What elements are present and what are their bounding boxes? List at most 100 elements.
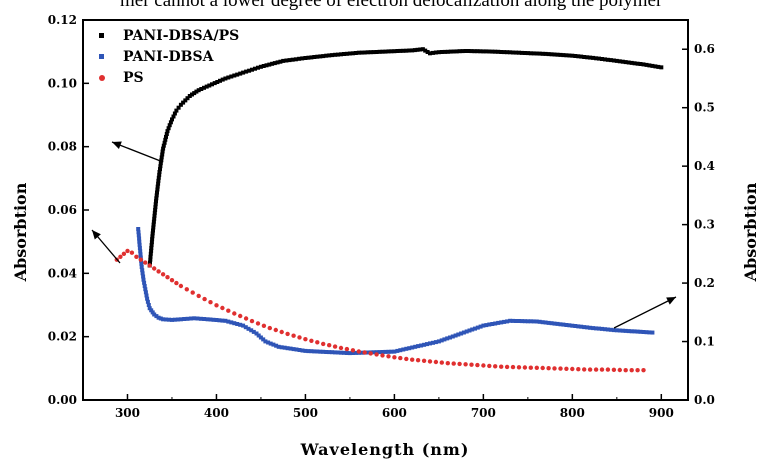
data-point [534, 319, 539, 324]
data-point [537, 51, 542, 56]
data-point [145, 296, 150, 301]
data-point [254, 331, 259, 336]
data-point [150, 234, 155, 239]
data-point [258, 335, 263, 340]
data-point [125, 248, 130, 254]
data-point [187, 94, 192, 98]
data-point [514, 50, 518, 55]
legend-label: PANI-DBSA [123, 49, 215, 65]
legend-label: PANI-DBSA/PS [123, 28, 239, 44]
data-point [220, 305, 225, 311]
data-point [555, 321, 560, 326]
data-point [508, 318, 513, 323]
data-point [597, 56, 601, 61]
y-right-axis-ticks: 0.0 0.1 0.2 0.3 0.4 0.5 0.6 [682, 42, 715, 407]
data-point [478, 324, 483, 329]
data-point [149, 243, 154, 248]
data-point [582, 55, 587, 59]
data-point [154, 199, 158, 204]
y-right-tick-label: 0.1 [694, 335, 715, 349]
data-point [176, 105, 181, 110]
data-point [517, 50, 521, 55]
data-point [534, 51, 539, 56]
data-point [309, 349, 314, 354]
data-point [528, 365, 533, 370]
data-point [442, 337, 447, 342]
data-point [377, 49, 382, 54]
x-tick-label: 300 [115, 406, 140, 420]
data-point [407, 346, 412, 351]
data-point [226, 319, 231, 324]
data-point [490, 49, 495, 54]
data-point [247, 68, 252, 73]
data-point [531, 319, 536, 324]
data-point [644, 62, 649, 67]
data-point [626, 60, 631, 65]
data-point [339, 52, 343, 57]
data-point [392, 49, 397, 54]
data-point [263, 339, 268, 344]
data-point [153, 202, 158, 207]
data-point [451, 49, 456, 54]
data-point [181, 100, 186, 105]
data-point [198, 316, 203, 321]
data-point [511, 50, 515, 55]
data-point [141, 274, 146, 279]
legend-marker [99, 54, 104, 59]
data-point [182, 317, 187, 321]
data-point [398, 355, 403, 361]
data-point [169, 278, 175, 283]
data-point [436, 339, 441, 344]
data-point [555, 52, 560, 57]
data-point [266, 340, 271, 345]
data-point [641, 62, 646, 67]
data-point [433, 359, 439, 365]
data-point [238, 313, 243, 319]
data-point [333, 350, 338, 355]
data-point [412, 48, 417, 53]
data-point [158, 167, 162, 172]
data-point [558, 366, 563, 371]
data-point [481, 323, 486, 328]
data-point [144, 293, 149, 298]
data-point [540, 365, 545, 371]
data-point [543, 51, 548, 56]
data-point [517, 319, 521, 323]
data-point [350, 351, 355, 355]
data-point [250, 67, 254, 72]
data-point [410, 357, 415, 362]
legend-marker [99, 33, 104, 38]
data-point [190, 92, 194, 97]
data-point [300, 348, 305, 353]
data-point [561, 322, 566, 327]
data-point [256, 65, 260, 70]
data-point [573, 54, 578, 58]
data-point [552, 52, 557, 57]
data-point [422, 342, 427, 347]
y-left-tick-label: 0.04 [48, 266, 77, 280]
data-point [137, 246, 142, 250]
data-point [138, 255, 143, 260]
data-point [350, 348, 356, 353]
data-point [344, 346, 350, 352]
data-point [407, 48, 412, 53]
data-point [324, 350, 329, 354]
data-point [208, 317, 213, 322]
data-point [359, 50, 364, 55]
data-point [150, 237, 155, 242]
y-left-axis-title: Absorbtion [11, 182, 30, 282]
data-point [623, 60, 628, 65]
data-point [564, 323, 569, 327]
data-point [251, 329, 256, 334]
data-point [600, 326, 604, 331]
data-point [588, 55, 593, 60]
data-point [238, 322, 243, 327]
data-point [475, 49, 480, 54]
data-point [146, 303, 151, 307]
data-point [454, 49, 459, 54]
x-axis-title: Wavelength (nm) [300, 440, 470, 459]
data-point [151, 228, 155, 233]
data-point [238, 71, 243, 76]
data-point [398, 48, 403, 53]
data-point [167, 123, 172, 128]
